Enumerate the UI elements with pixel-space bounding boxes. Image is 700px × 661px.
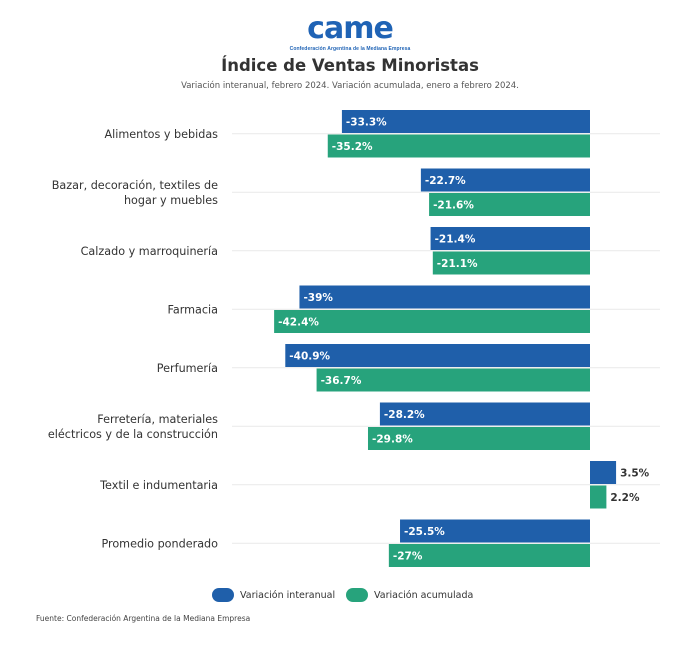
category-label: Perfumería <box>157 362 218 375</box>
category-label: hogar y muebles <box>124 194 218 207</box>
bar-interanual <box>430 227 590 250</box>
data-label: 3.5% <box>620 468 650 480</box>
bar-acumulada <box>590 485 607 509</box>
bar-acumulada <box>327 134 590 158</box>
data-label: -29.8% <box>372 434 413 446</box>
category-label: Promedio ponderado <box>101 537 218 550</box>
data-label: -39% <box>303 292 333 304</box>
category-label: Textil e indumentaria <box>99 479 218 492</box>
data-label: -40.9% <box>289 351 330 363</box>
bar-acumulada <box>388 544 590 567</box>
legend-item-interanual: Variación interanual <box>212 588 335 602</box>
bar-interanual <box>299 285 590 309</box>
category-label: Calzado y marroquinería <box>81 245 218 258</box>
data-label: -22.7% <box>425 175 466 187</box>
logo-wordmark: came <box>307 11 394 46</box>
category-label: Farmacia <box>167 303 218 316</box>
data-label: -27% <box>393 551 423 563</box>
legend: Variación interanual Variación acumulada <box>0 588 700 608</box>
category-label: Alimentos y bebidas <box>104 128 218 141</box>
data-label: -42.4% <box>278 317 319 329</box>
bar-interanual <box>341 110 590 133</box>
bar-acumulada <box>429 193 590 216</box>
category-label: Bazar, decoración, textiles de <box>52 179 218 192</box>
bar-interanual <box>590 461 617 484</box>
category-label: Ferretería, materiales <box>97 413 218 426</box>
bar-acumulada <box>274 310 590 333</box>
bar-interanual <box>400 519 590 543</box>
bar-interanual <box>420 168 590 192</box>
chart-subtitle: Variación interanual, febrero 2024. Vari… <box>181 81 519 91</box>
legend-swatch-interanual <box>212 588 234 602</box>
bar-interanual <box>285 344 590 367</box>
data-label: -21.4% <box>435 234 476 246</box>
bar-acumulada <box>432 251 590 275</box>
data-label: -28.2% <box>384 409 425 421</box>
came-logo: came Confederación Argentina de la Media… <box>0 11 700 53</box>
data-label: -21.6% <box>433 200 474 212</box>
legend-label-interanual: Variación interanual <box>240 589 336 601</box>
data-label: -21.1% <box>437 258 478 270</box>
bar-acumulada <box>316 368 590 392</box>
legend-label-acumulada: Variación acumulada <box>374 589 474 601</box>
data-label: 2.2% <box>610 492 640 504</box>
bar-interanual <box>379 402 590 426</box>
legend-swatch-acumulada <box>346 588 368 602</box>
data-label: -35.2% <box>332 141 373 153</box>
legend-item-acumulada: Variación acumulada <box>346 588 473 602</box>
logo-tagline: Confederación Argentina de la Mediana Em… <box>289 46 411 52</box>
bar-chart: Alimentos y bebidas -33.3% -35.2% Bazar, de… <box>48 110 660 567</box>
data-label: -25.5% <box>404 526 445 538</box>
chart-title: Índice de Ventas Minoristas <box>221 56 479 75</box>
source-note: Fuente: Confederación Argentina de la Me… <box>36 614 251 623</box>
category-label: eléctricos y de la construcción <box>48 428 218 441</box>
data-label: -33.3% <box>346 117 387 129</box>
bar-acumulada <box>367 427 590 450</box>
data-label: -36.7% <box>321 375 362 387</box>
